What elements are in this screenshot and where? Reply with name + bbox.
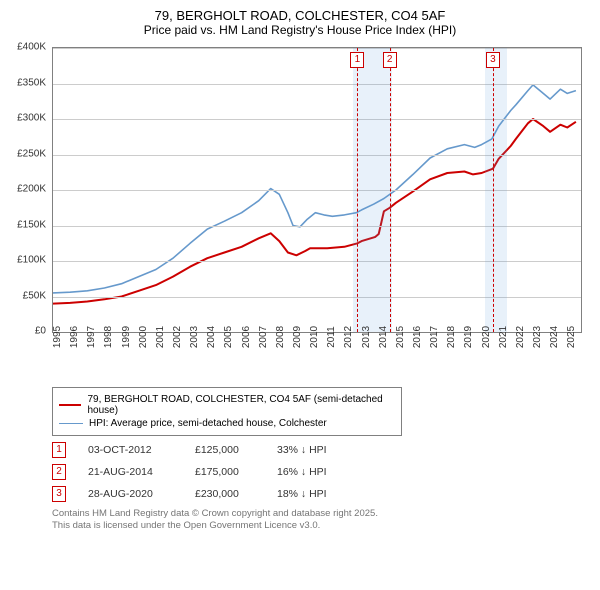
x-tick-label: 2016	[412, 326, 423, 348]
y-tick-label: £350K	[17, 77, 46, 88]
x-tick-label: 2012	[343, 326, 354, 348]
legend-label: HPI: Average price, semi-detached house,…	[89, 418, 327, 429]
x-tick-label: 2023	[532, 326, 543, 348]
sales-date: 03-OCT-2012	[88, 444, 173, 456]
sales-marker: 3	[52, 486, 66, 502]
x-tick-label: 1998	[103, 326, 114, 348]
x-tick-label: 2025	[566, 326, 577, 348]
sales-diff: 18% ↓ HPI	[277, 488, 357, 500]
sales-marker: 1	[52, 442, 66, 458]
x-tick-label: 2014	[378, 326, 389, 348]
sale-marker-box: 1	[350, 52, 364, 68]
x-tick-label: 2000	[138, 326, 149, 348]
x-tick-label: 2001	[155, 326, 166, 348]
x-axis: 1995199619971998199920002001200220032004…	[52, 333, 582, 379]
x-tick-label: 2011	[326, 326, 337, 348]
y-tick-label: £400K	[17, 42, 46, 53]
sales-table: 1 03-OCT-2012 £125,000 33% ↓ HPI 2 21-AUG-201…	[52, 442, 590, 502]
x-tick-label: 2008	[275, 326, 286, 348]
sales-date: 21-AUG-2014	[88, 466, 173, 478]
x-tick-label: 2007	[258, 326, 269, 348]
footer-attribution: Contains HM Land Registry data © Crown c…	[52, 508, 590, 533]
sale-marker-box: 3	[486, 52, 500, 68]
sale-marker-line	[390, 48, 391, 332]
x-tick-label: 2005	[223, 326, 234, 348]
x-tick-label: 2010	[309, 326, 320, 348]
x-tick-label: 2006	[241, 326, 252, 348]
sales-price: £125,000	[195, 444, 255, 456]
y-tick-label: £300K	[17, 113, 46, 124]
y-tick-label: £250K	[17, 148, 46, 159]
x-tick-label: 2003	[189, 326, 200, 348]
sale-marker-box: 2	[383, 52, 397, 68]
x-tick-label: 2015	[395, 326, 406, 348]
legend-swatch	[59, 404, 81, 406]
x-tick-label: 2009	[292, 326, 303, 348]
sales-row: 1 03-OCT-2012 £125,000 33% ↓ HPI	[52, 442, 590, 458]
chart-title: 79, BERGHOLT ROAD, COLCHESTER, CO4 5AF	[10, 8, 590, 23]
y-tick-label: £150K	[17, 219, 46, 230]
legend-row: 79, BERGHOLT ROAD, COLCHESTER, CO4 5AF (…	[59, 394, 395, 416]
x-tick-label: 1997	[86, 326, 97, 348]
sales-diff: 33% ↓ HPI	[277, 444, 357, 456]
x-tick-label: 2004	[206, 326, 217, 348]
x-tick-label: 2013	[361, 326, 372, 348]
x-tick-label: 2017	[429, 326, 440, 348]
x-tick-label: 2022	[515, 326, 526, 348]
x-tick-label: 2024	[549, 326, 560, 348]
y-axis: £0£50K£100K£150K£200K£250K£300K£350K£400…	[10, 47, 50, 333]
sale-marker-line	[357, 48, 358, 332]
sales-date: 28-AUG-2020	[88, 488, 173, 500]
legend-swatch	[59, 423, 83, 424]
x-tick-label: 2019	[463, 326, 474, 348]
legend: 79, BERGHOLT ROAD, COLCHESTER, CO4 5AF (…	[52, 387, 402, 436]
y-tick-label: £50K	[23, 290, 46, 301]
sales-price: £175,000	[195, 466, 255, 478]
x-tick-label: 1995	[52, 326, 63, 348]
highlight-band	[353, 48, 392, 332]
chart-area: £0 £50K £100K £150K £200K £250K £300K £350K £400…	[10, 41, 590, 381]
legend-label: 79, BERGHOLT ROAD, COLCHESTER, CO4 5AF (…	[87, 394, 395, 416]
x-tick-label: 1996	[69, 326, 80, 348]
x-tick-label: 1999	[121, 326, 132, 348]
sales-price: £230,000	[195, 488, 255, 500]
sales-marker: 2	[52, 464, 66, 480]
y-tick-label: £200K	[17, 184, 46, 195]
legend-row: HPI: Average price, semi-detached house,…	[59, 418, 395, 429]
chart-subtitle: Price paid vs. HM Land Registry's House …	[10, 23, 590, 37]
x-tick-label: 2021	[498, 326, 509, 348]
y-tick-label: £0	[35, 326, 46, 337]
sales-row: 2 21-AUG-2014 £175,000 16% ↓ HPI	[52, 464, 590, 480]
x-tick-label: 2002	[172, 326, 183, 348]
x-tick-label: 2018	[446, 326, 457, 348]
plot-region: 1 2 3	[52, 47, 582, 333]
x-tick-label: 2020	[481, 326, 492, 348]
sale-marker-line	[493, 48, 494, 332]
sales-diff: 16% ↓ HPI	[277, 466, 357, 478]
sales-row: 3 28-AUG-2020 £230,000 18% ↓ HPI	[52, 486, 590, 502]
title-block: 79, BERGHOLT ROAD, COLCHESTER, CO4 5AF P…	[10, 8, 590, 37]
highlight-band	[485, 48, 507, 332]
y-tick-label: £100K	[17, 255, 46, 266]
footer-line-2: This data is licensed under the Open Gov…	[52, 520, 590, 532]
footer-line-1: Contains HM Land Registry data © Crown c…	[52, 508, 590, 520]
chart-container: 79, BERGHOLT ROAD, COLCHESTER, CO4 5AF P…	[0, 0, 600, 590]
